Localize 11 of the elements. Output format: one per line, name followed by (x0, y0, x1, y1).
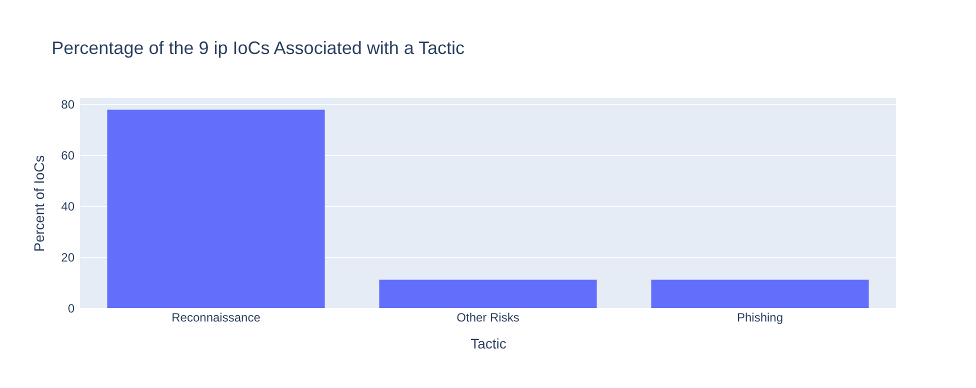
y-tick-label: 80 (61, 98, 75, 112)
x-tick-label: Reconnaissance (172, 310, 261, 324)
y-tick-label: 20 (61, 250, 75, 265)
x-tick-label: Phishing (736, 310, 784, 324)
chart-title: Percentage of the 9 ip IoCs Associated with a Tactic (52, 38, 465, 58)
y-tick-label: 60 (61, 148, 75, 163)
y-axis-title: Percent of IoCs (31, 155, 48, 252)
x-axis-title: Tactic (470, 336, 506, 352)
y-tick-label: 0 (68, 302, 75, 316)
y-tick-label: 40 (61, 200, 75, 214)
x-tick-label: Other Risks (456, 310, 520, 324)
